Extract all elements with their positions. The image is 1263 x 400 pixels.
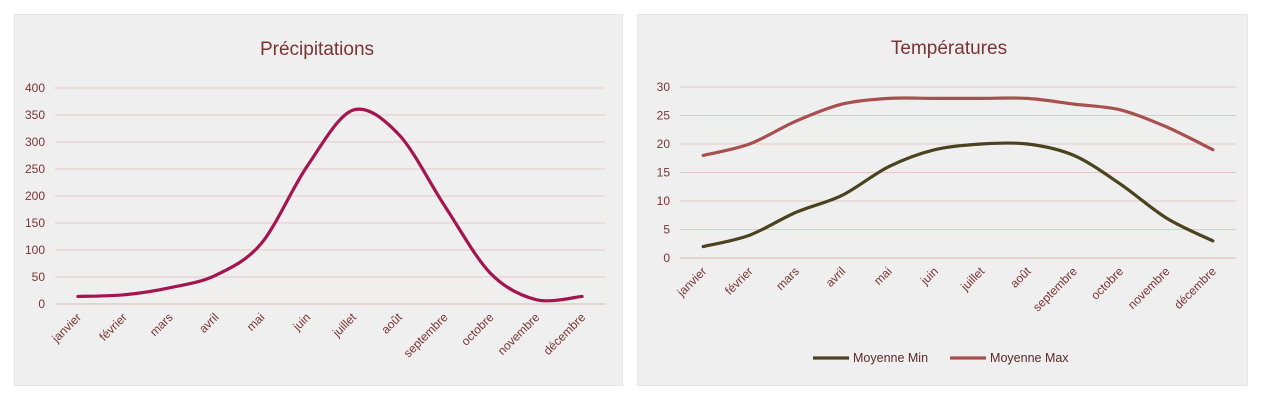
y-tick-label: 10 (657, 194, 671, 208)
x-tick-label: février (722, 264, 755, 297)
y-tick-label: 20 (657, 137, 671, 151)
x-tick-label: septembre (1030, 264, 1080, 314)
x-tick-label: février (96, 310, 129, 343)
series-line (701, 96, 1215, 157)
chart-title: Températures (891, 38, 1007, 59)
y-tick-label: 200 (25, 189, 45, 203)
y-tick-label: 15 (657, 166, 671, 180)
y-tick-label: 150 (25, 216, 45, 230)
x-tick-label: septembre (401, 310, 451, 360)
x-tick-label: juin (289, 310, 313, 334)
y-tick-label: 0 (663, 251, 670, 265)
x-tick-label: mars (773, 264, 802, 293)
x-tick-label: novembre (495, 310, 543, 358)
y-tick-label: 25 (657, 109, 671, 123)
y-tick-label: 30 (657, 80, 671, 94)
x-tick-label: mars (147, 310, 176, 339)
precipitation-chart-panel: Précipitations 0 50 100 150 200 250 300 350 400 ja… (14, 14, 623, 386)
x-tick-label: avril (196, 310, 221, 335)
y-tick-label: 400 (25, 81, 45, 95)
x-tick-label: août (378, 310, 405, 337)
x-tick-label: janvier (48, 310, 84, 346)
y-tick-label: 0 (38, 297, 45, 311)
x-tick-label: mai (871, 264, 895, 288)
temperature-chart: Températures 0 5 10 15 20 25 30 janvier février ma… (657, 38, 1236, 365)
series-line (76, 107, 584, 303)
x-tick-label: novembre (1125, 264, 1173, 312)
x-tick-label: juin (917, 264, 941, 288)
precipitation-chart: Précipitations 0 50 100 150 200 250 300 350 400 ja… (25, 39, 605, 360)
y-tick-label: 250 (25, 162, 45, 176)
x-tick-label: janvier (674, 264, 710, 300)
y-tick-label: 350 (25, 108, 45, 122)
x-tick-label: avril (823, 264, 848, 289)
y-tick-label: 50 (32, 270, 46, 284)
x-tick-label: juillet (329, 310, 359, 340)
y-tick-label: 300 (25, 135, 45, 149)
y-tick-label: 5 (663, 223, 670, 237)
x-tick-label: décembre (541, 310, 589, 358)
series-line (701, 141, 1215, 249)
temperature-chart-panel: Températures 0 5 10 15 20 25 30 janvier février ma… (637, 14, 1248, 386)
x-tick-label: mai (244, 310, 268, 334)
y-tick-label: 100 (25, 243, 45, 257)
x-tick-label: octobre (458, 310, 496, 348)
legend-label: Moyenne Max (990, 351, 1069, 365)
x-tick-label: juillet (957, 264, 987, 294)
x-tick-label: août (1007, 264, 1034, 291)
chart-title: Précipitations (260, 39, 374, 60)
legend-label: Moyenne Min (853, 351, 928, 365)
x-tick-label: octobre (1088, 264, 1126, 302)
x-tick-label: décembre (1171, 264, 1219, 312)
